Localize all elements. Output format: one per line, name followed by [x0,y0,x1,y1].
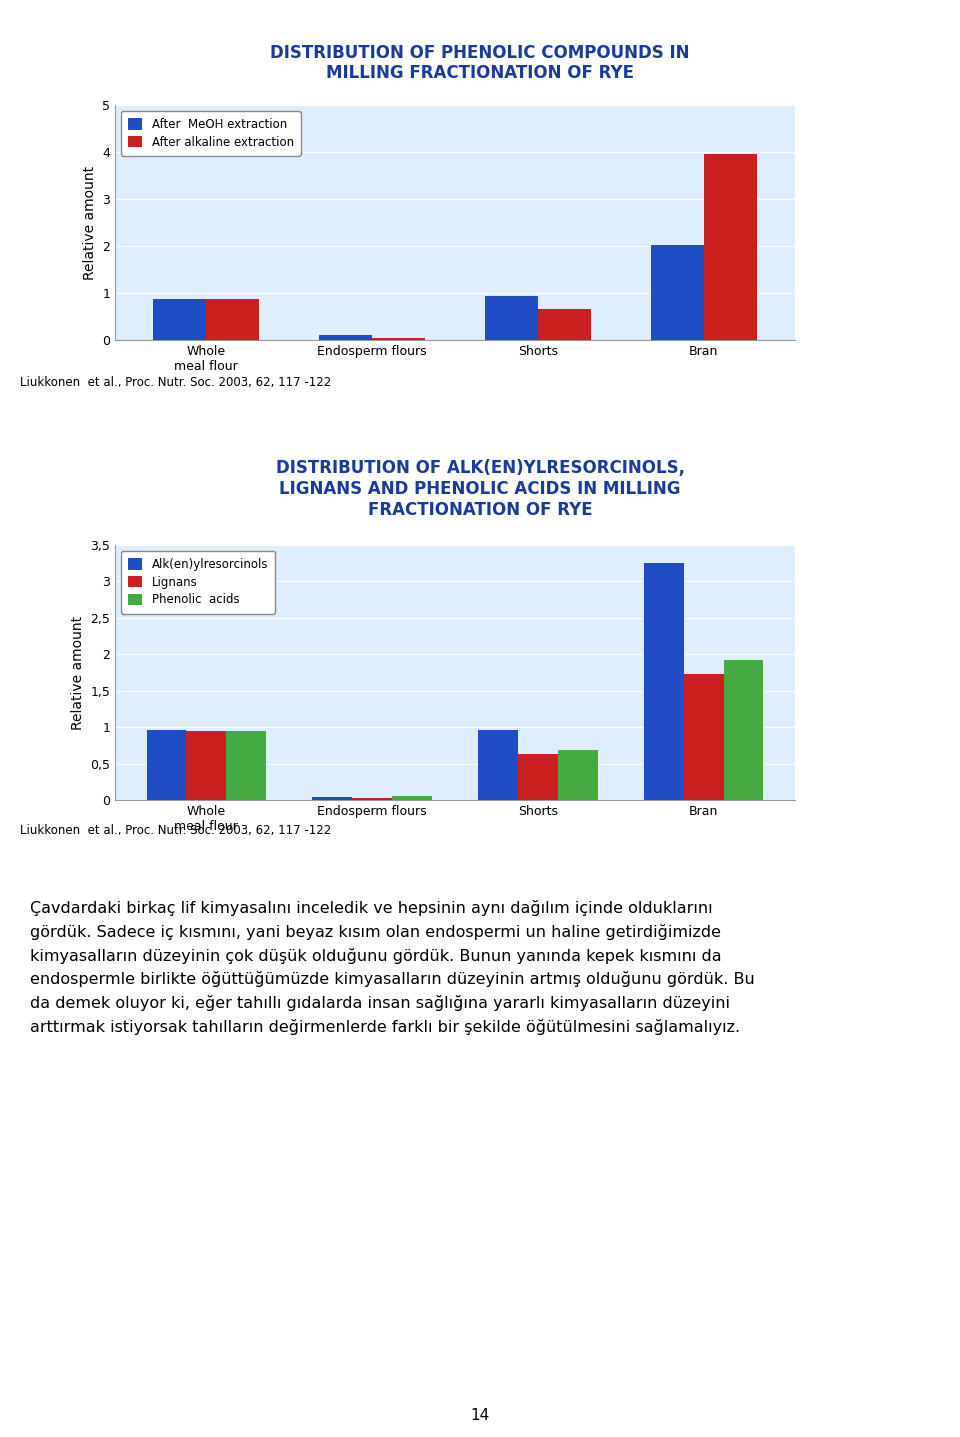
Bar [478,730,518,800]
Text: DISTRIBUTION OF PHENOLIC COMPOUNDS IN
MILLING FRACTIONATION OF RYE: DISTRIBUTION OF PHENOLIC COMPOUNDS IN MI… [271,43,689,82]
Text: VTT TECHNICAL RESEARCH CENTRE OF FINLAND: VTT TECHNICAL RESEARCH CENTRE OF FINLAND [8,421,252,431]
Bar [319,335,372,341]
Text: Çavdardaki birkaç lif kimyasalını inceledik ve hepsinin aynı dağılım içinde oldu: Çavdardaki birkaç lif kimyasalını incele… [30,900,755,1035]
Legend: Alk(en)ylresorcinols, Lignans, Phenolic  acids: Alk(en)ylresorcinols, Lignans, Phenolic … [121,550,276,614]
Text: Liukkonen  et al., Proc. Nutr. Soc. 2003, 62, 117 -122: Liukkonen et al., Proc. Nutr. Soc. 2003,… [20,823,331,836]
Bar [651,246,704,341]
Bar [485,296,538,341]
Text: VTT TECHNICAL RESEARCH CENTRE OF FINLAND: VTT TECHNICAL RESEARCH CENTRE OF FINLAND [8,7,252,16]
Bar [352,798,392,800]
Bar [724,660,763,800]
Bar [704,154,756,341]
Text: Liukkonen  et al., Proc. Nutr. Soc. 2003, 62, 117 -122: Liukkonen et al., Proc. Nutr. Soc. 2003,… [20,376,331,389]
Bar [558,750,598,800]
Bar [372,338,425,341]
Bar [518,754,558,800]
Text: DISTRIBUTION OF ALK(EN)YLRESORCINOLS,
LIGNANS AND PHENOLIC ACIDS IN MILLING
FRAC: DISTRIBUTION OF ALK(EN)YLRESORCINOLS, LI… [276,460,684,519]
Bar [644,563,684,800]
Bar [227,731,266,800]
Bar [538,309,591,341]
Bar [684,674,724,800]
Y-axis label: Relative amount: Relative amount [71,615,84,730]
Bar [206,299,259,341]
Bar [154,299,206,341]
Legend: After  MeOH extraction, After alkaline extraction: After MeOH extraction, After alkaline ex… [121,111,300,155]
Y-axis label: Relative amount: Relative amount [83,165,97,280]
Bar [186,731,227,800]
Bar [312,798,352,800]
Bar [392,796,432,800]
Bar [147,730,186,800]
Text: 14: 14 [470,1407,490,1423]
